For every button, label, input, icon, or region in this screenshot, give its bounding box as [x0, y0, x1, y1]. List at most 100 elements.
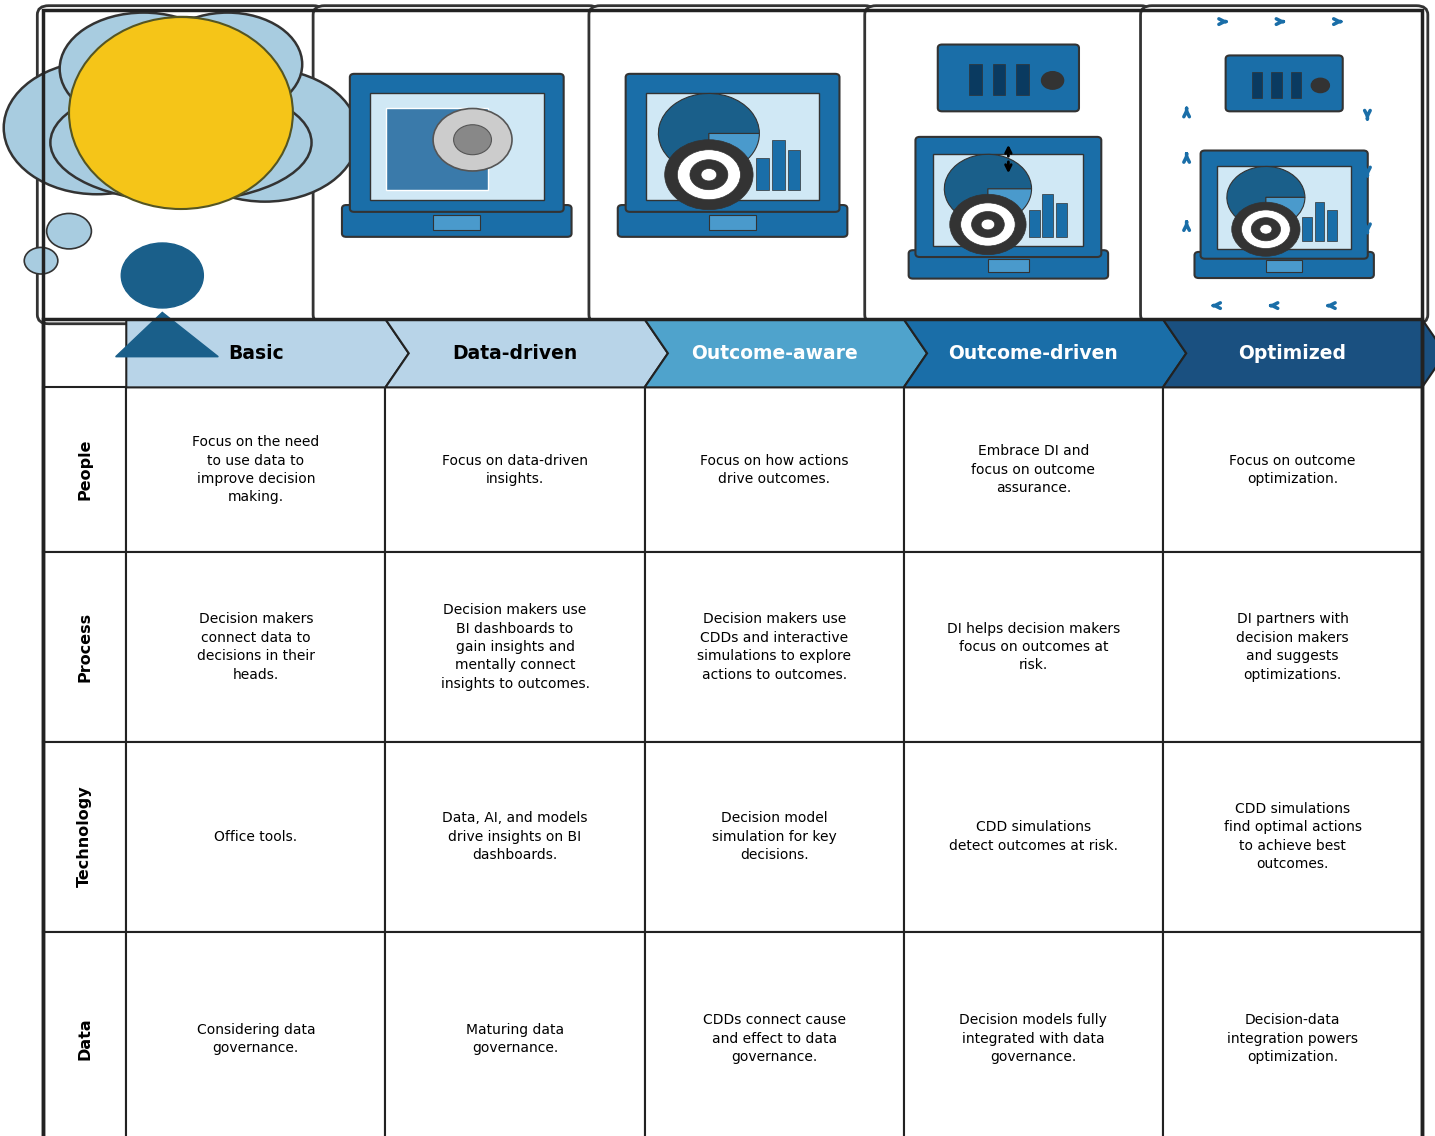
Text: Embrace DI and
focus on outcome
assurance.: Embrace DI and focus on outcome assuranc…: [971, 444, 1095, 495]
FancyBboxPatch shape: [865, 6, 1152, 324]
Bar: [772, 140, 785, 190]
FancyBboxPatch shape: [626, 74, 839, 211]
Wedge shape: [1266, 198, 1304, 228]
Bar: [1266, 260, 1303, 272]
Wedge shape: [944, 154, 1032, 224]
Circle shape: [982, 219, 994, 229]
Circle shape: [971, 211, 1004, 237]
Wedge shape: [709, 134, 759, 174]
FancyBboxPatch shape: [37, 6, 324, 324]
Bar: [126, 387, 386, 552]
Bar: [644, 387, 904, 552]
Bar: [1217, 167, 1352, 249]
Bar: [386, 742, 644, 932]
Circle shape: [1260, 225, 1271, 234]
Bar: [644, 932, 904, 1136]
FancyBboxPatch shape: [617, 204, 847, 237]
Text: Maturing data
governance.: Maturing data governance.: [466, 1022, 564, 1055]
Text: Decision-data
integration powers
optimization.: Decision-data integration powers optimiz…: [1227, 1013, 1358, 1064]
Text: Process: Process: [77, 612, 92, 682]
Ellipse shape: [172, 68, 359, 202]
Text: Focus on how actions
drive outcomes.: Focus on how actions drive outcomes.: [700, 453, 848, 486]
Bar: [1162, 932, 1422, 1136]
Bar: [644, 742, 904, 932]
Circle shape: [700, 168, 716, 181]
Bar: [1303, 217, 1312, 241]
Polygon shape: [644, 319, 927, 387]
FancyBboxPatch shape: [342, 204, 571, 237]
Bar: [644, 552, 904, 742]
Text: Decision makers
connect data to
decisions in their
heads.: Decision makers connect data to decision…: [197, 612, 314, 682]
Bar: [904, 552, 1162, 742]
Ellipse shape: [154, 12, 303, 116]
Text: Technology: Technology: [77, 786, 92, 887]
Text: Outcome-driven: Outcome-driven: [949, 344, 1118, 362]
Bar: [126, 742, 386, 932]
FancyBboxPatch shape: [1141, 6, 1428, 324]
Bar: [1016, 64, 1029, 95]
Text: Optimized: Optimized: [1238, 344, 1346, 362]
Text: Focus on the need
to use data to
improve decision
making.: Focus on the need to use data to improve…: [192, 435, 320, 504]
Circle shape: [960, 203, 1015, 247]
Bar: [1029, 210, 1040, 237]
Bar: [43, 316, 1422, 323]
Polygon shape: [1162, 319, 1435, 387]
Ellipse shape: [4, 61, 191, 194]
Ellipse shape: [69, 17, 293, 209]
Circle shape: [24, 248, 57, 274]
Bar: [43, 387, 126, 552]
Bar: [709, 215, 756, 229]
FancyBboxPatch shape: [588, 6, 877, 324]
Bar: [43, 932, 126, 1136]
FancyBboxPatch shape: [350, 74, 564, 211]
Bar: [987, 259, 1029, 272]
Bar: [126, 552, 386, 742]
Bar: [1290, 73, 1302, 98]
Text: People: People: [77, 438, 92, 501]
Circle shape: [1042, 72, 1063, 89]
Text: Considering data
governance.: Considering data governance.: [197, 1022, 316, 1055]
Bar: [386, 387, 644, 552]
Bar: [969, 64, 982, 95]
FancyBboxPatch shape: [938, 44, 1079, 111]
Polygon shape: [386, 319, 667, 387]
Bar: [386, 109, 488, 190]
Bar: [370, 93, 544, 200]
Wedge shape: [659, 93, 759, 174]
Bar: [1314, 202, 1325, 241]
Circle shape: [1241, 210, 1290, 249]
Text: CDD simulations
detect outcomes at risk.: CDD simulations detect outcomes at risk.: [949, 820, 1118, 853]
Text: DI partners with
decision makers
and suggests
optimizations.: DI partners with decision makers and sug…: [1236, 612, 1349, 682]
FancyBboxPatch shape: [313, 6, 600, 324]
Polygon shape: [126, 319, 409, 387]
Circle shape: [677, 150, 740, 200]
Text: CDD simulations
find optimal actions
to achieve best
outcomes.: CDD simulations find optimal actions to …: [1224, 802, 1362, 871]
Bar: [756, 158, 769, 190]
Bar: [386, 552, 644, 742]
Bar: [1162, 387, 1422, 552]
Bar: [933, 154, 1083, 247]
Bar: [1162, 552, 1422, 742]
Circle shape: [453, 125, 491, 154]
Ellipse shape: [50, 84, 311, 202]
Bar: [904, 387, 1162, 552]
Bar: [43, 552, 126, 742]
Bar: [433, 215, 481, 229]
Wedge shape: [987, 189, 1032, 224]
Circle shape: [121, 243, 204, 308]
Text: Data-driven: Data-driven: [452, 344, 578, 362]
Circle shape: [46, 214, 92, 249]
Bar: [43, 319, 1422, 1136]
Bar: [1056, 203, 1068, 237]
Bar: [1251, 73, 1263, 98]
Text: Data: Data: [77, 1018, 92, 1060]
Bar: [646, 93, 819, 200]
Circle shape: [950, 194, 1026, 254]
Circle shape: [1251, 218, 1280, 241]
Circle shape: [433, 109, 512, 170]
Bar: [1327, 210, 1336, 241]
Bar: [1162, 742, 1422, 932]
Text: Focus on data-driven
insights.: Focus on data-driven insights.: [442, 453, 588, 486]
Text: Decision models fully
integrated with data
governance.: Decision models fully integrated with da…: [960, 1013, 1108, 1064]
Bar: [788, 150, 801, 190]
